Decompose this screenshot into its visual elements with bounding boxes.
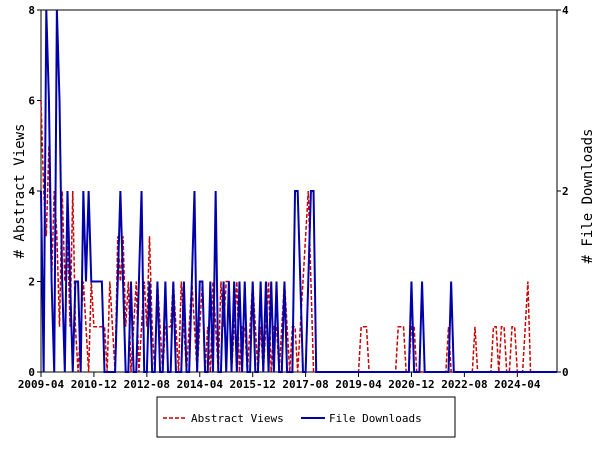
y-tick-label: 6 [28, 95, 35, 108]
x-tick-label: 2014-04 [177, 378, 224, 391]
y2-tick-label: 2 [562, 185, 569, 198]
x-tick-label: 2019-04 [335, 378, 382, 391]
x-tick-label: 2017-08 [282, 378, 328, 391]
plot-frame [40, 9, 558, 373]
x-tick-label: 2022-08 [441, 378, 487, 391]
y-axis-label: # Abstract Views [12, 124, 28, 259]
y-tick-label: 4 [28, 185, 35, 198]
x-tick-label: 2010-12 [71, 378, 117, 391]
y-tick-label: 0 [28, 366, 35, 379]
x-tick-label: 2015-12 [230, 378, 276, 391]
series-line [40, 9, 557, 373]
y-tick-label: 8 [28, 4, 35, 17]
legend-label: File Downloads [329, 412, 422, 425]
y-tick-label: 2 [28, 276, 35, 289]
y2-tick-label: 0 [562, 366, 569, 379]
x-tick-label: 2024-04 [494, 378, 541, 391]
x-tick-label: 2012-08 [124, 378, 170, 391]
series-line [40, 100, 557, 373]
legend-label: Abstract Views [191, 412, 284, 425]
y2-axis-label: # File Downloads [580, 129, 596, 264]
x-tick-label: 2009-04 [18, 378, 65, 391]
x-tick-label: 2020-12 [388, 378, 434, 391]
y2-tick-label: 4 [562, 4, 569, 17]
